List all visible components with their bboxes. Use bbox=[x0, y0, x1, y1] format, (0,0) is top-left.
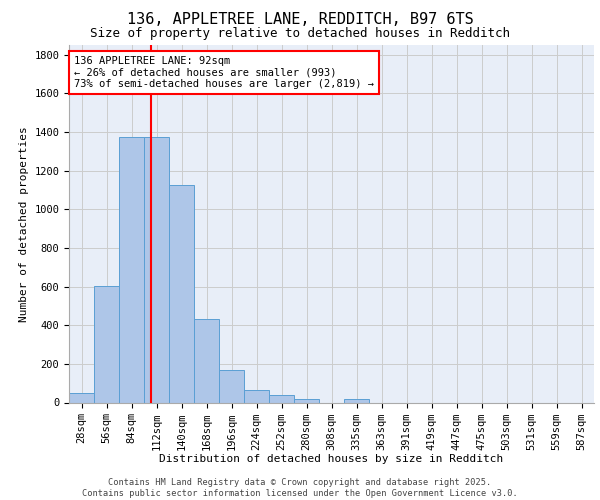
Bar bbox=[194, 320, 219, 402]
Text: 136, APPLETREE LANE, REDDITCH, B97 6TS: 136, APPLETREE LANE, REDDITCH, B97 6TS bbox=[127, 12, 473, 28]
Bar bbox=[244, 390, 269, 402]
Bar bbox=[69, 393, 94, 402]
Text: Contains HM Land Registry data © Crown copyright and database right 2025.
Contai: Contains HM Land Registry data © Crown c… bbox=[82, 478, 518, 498]
Bar bbox=[344, 399, 369, 402]
Bar bbox=[144, 137, 169, 402]
Bar bbox=[219, 370, 244, 402]
Bar bbox=[294, 399, 319, 402]
Y-axis label: Number of detached properties: Number of detached properties bbox=[19, 126, 29, 322]
Bar bbox=[94, 286, 119, 403]
Bar bbox=[269, 395, 294, 402]
X-axis label: Distribution of detached houses by size in Redditch: Distribution of detached houses by size … bbox=[160, 454, 503, 464]
Text: Size of property relative to detached houses in Redditch: Size of property relative to detached ho… bbox=[90, 28, 510, 40]
Text: 136 APPLETREE LANE: 92sqm
← 26% of detached houses are smaller (993)
73% of semi: 136 APPLETREE LANE: 92sqm ← 26% of detac… bbox=[74, 56, 374, 89]
Bar bbox=[169, 185, 194, 402]
Bar bbox=[119, 137, 144, 402]
